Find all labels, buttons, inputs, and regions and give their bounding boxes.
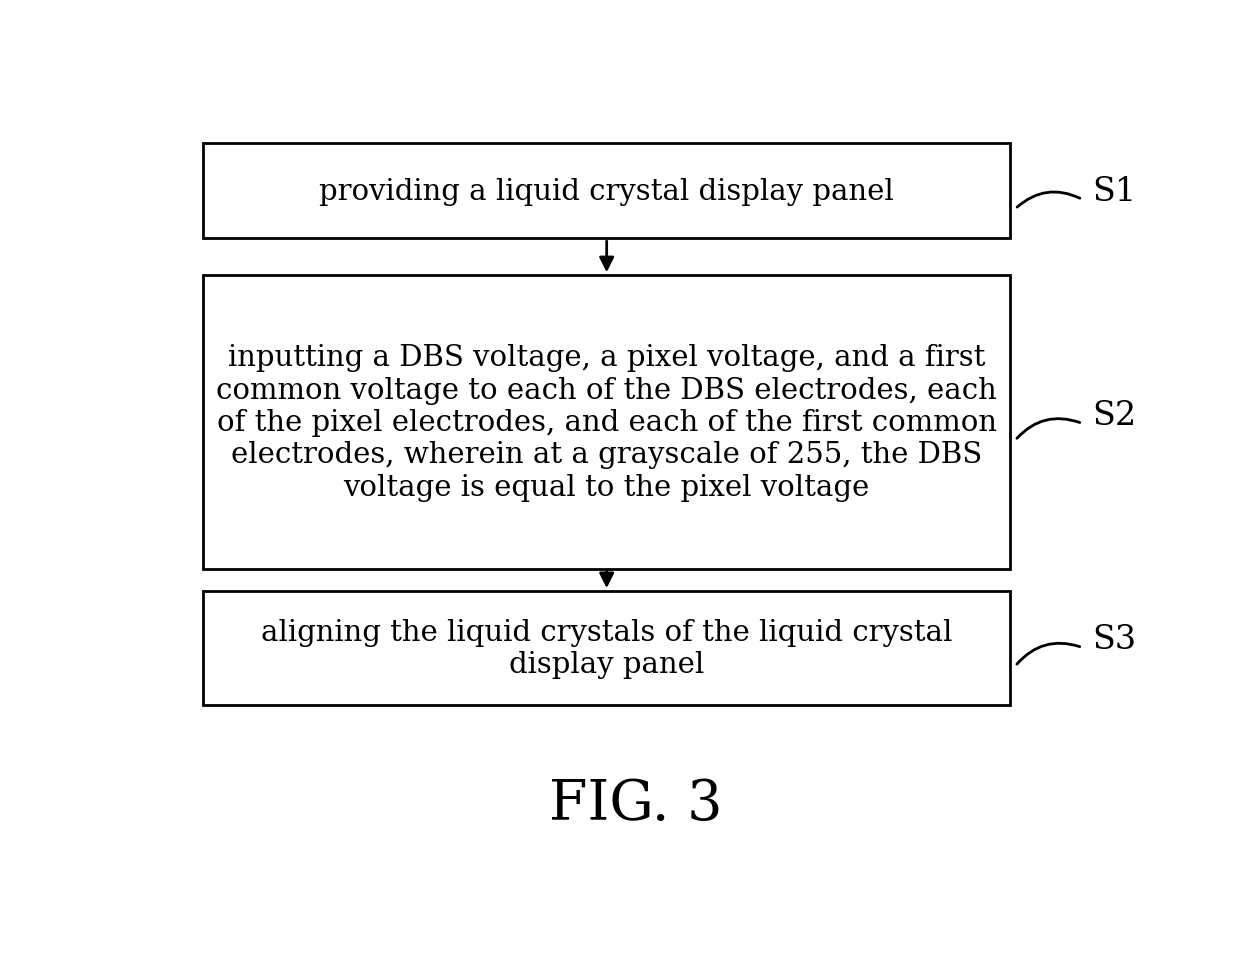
- Text: aligning the liquid crystals of the liquid crystal
display panel: aligning the liquid crystals of the liqu…: [260, 618, 952, 679]
- Text: S3: S3: [1092, 623, 1136, 655]
- FancyBboxPatch shape: [203, 275, 1011, 569]
- Text: providing a liquid crystal display panel: providing a liquid crystal display panel: [319, 177, 894, 206]
- FancyBboxPatch shape: [203, 591, 1011, 705]
- Text: FIG. 3: FIG. 3: [549, 777, 722, 831]
- Text: S2: S2: [1092, 399, 1136, 431]
- FancyBboxPatch shape: [203, 144, 1011, 239]
- Text: inputting a DBS voltage, a pixel voltage, and a first
common voltage to each of : inputting a DBS voltage, a pixel voltage…: [216, 344, 997, 501]
- Text: S1: S1: [1092, 175, 1136, 208]
